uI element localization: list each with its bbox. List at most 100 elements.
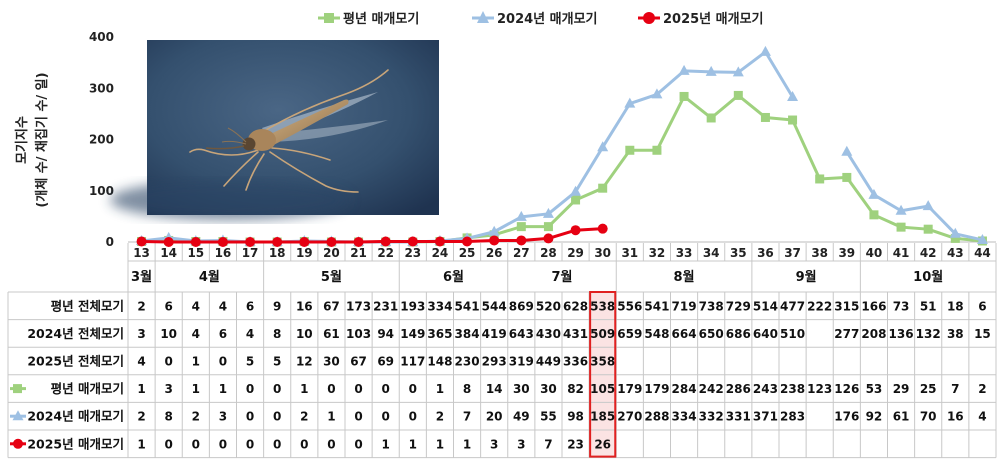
data-point-2024 (515, 210, 527, 221)
table-cell: 61 (323, 327, 340, 341)
table-cell: 686 (726, 327, 751, 341)
table-cell: 548 (644, 327, 669, 341)
week-tick-label: 39 (838, 246, 855, 260)
table-cell: 1 (137, 437, 145, 451)
week-tick-label: 22 (377, 246, 394, 260)
data-point-2025 (407, 236, 418, 247)
table-cell: 176 (834, 410, 859, 424)
table-cell: 49 (513, 410, 530, 424)
table-cell: 117 (400, 355, 425, 369)
table-cell: 15 (974, 327, 991, 341)
table-cell: 94 (377, 327, 394, 341)
table-cell: 556 (617, 299, 642, 313)
table-cell: 0 (354, 382, 362, 396)
table-cell: 449 (536, 355, 561, 369)
data-point-avg (788, 115, 798, 125)
table-cell: 51 (920, 299, 937, 313)
table-cell: 0 (300, 437, 308, 451)
data-point-2025 (380, 236, 391, 247)
table-cell: 55 (540, 410, 557, 424)
week-tick-label: 40 (866, 246, 883, 260)
table-cell: 6 (978, 299, 986, 313)
table-cell: 238 (780, 382, 805, 396)
week-tick-label: 33 (676, 246, 693, 260)
table-cell: 166 (861, 299, 886, 313)
table-cell: 729 (726, 299, 751, 313)
table-cell: 0 (273, 437, 281, 451)
table-cell: 14 (486, 382, 503, 396)
table-cell: 336 (563, 355, 588, 369)
week-tick-label: 24 (432, 246, 449, 260)
table-cell: 1 (436, 437, 444, 451)
month-axis: 3월 4월 5월 6월 7월 8월 9월 10월 (131, 269, 943, 285)
table-cell: 520 (536, 299, 561, 313)
table-cell: 136 (889, 327, 914, 341)
week-tick-label: 44 (974, 246, 991, 260)
table-cell: 231 (373, 299, 398, 313)
row-label: 평년 매개모기 (51, 381, 124, 396)
legend-item-2025: 2025년 매개모기 (638, 12, 764, 27)
series-line (845, 151, 983, 242)
table-cell: 26 (594, 437, 611, 451)
table-cell: 719 (672, 299, 697, 313)
table-cell: 8 (273, 327, 281, 341)
table-cell: 61 (893, 410, 910, 424)
y-tick-label: 200 (89, 133, 114, 147)
table-cell: 0 (273, 382, 281, 396)
week-tick-label: 31 (621, 246, 638, 260)
table-cell: 3 (490, 437, 498, 451)
table-cell: 7 (463, 410, 471, 424)
table-cell: 284 (672, 382, 697, 396)
data-point-avg (842, 172, 852, 182)
row-label: 평년 전체모기 (51, 298, 124, 313)
data-point-2024 (949, 227, 961, 238)
table-cell: 0 (219, 437, 227, 451)
table-cell: 6 (165, 299, 173, 313)
table-cell: 1 (192, 382, 200, 396)
table-cell: 628 (563, 299, 588, 313)
table-cell: 4 (219, 299, 227, 313)
table-cell: 0 (192, 437, 200, 451)
week-tick-label: 38 (811, 246, 828, 260)
table-values: 2 6 4 4 6 9 16 67 173 231 193 334 541 544 869 520 628 538… (137, 299, 990, 451)
table-cell: 179 (644, 382, 669, 396)
table-cell: 277 (834, 327, 859, 341)
data-point-2025 (272, 237, 283, 247)
table-cell: 18 (947, 299, 964, 313)
row-legend-circle (13, 438, 23, 449)
table-cell: 38 (947, 327, 964, 341)
table-cell: 0 (165, 355, 173, 369)
week-tick-label: 15 (187, 246, 204, 260)
table-cell: 0 (219, 355, 227, 369)
week-tick-label: 25 (459, 246, 476, 260)
data-point-2024 (542, 207, 554, 218)
month-label: 8월 (674, 269, 695, 285)
table-cell: 514 (753, 299, 778, 313)
data-point-avg (815, 174, 825, 184)
row-label: 2025년 전체모기 (27, 354, 124, 369)
table-cell: 541 (455, 299, 480, 313)
table-cell: 331 (726, 410, 751, 424)
data-point-avg (896, 222, 906, 232)
table-cell: 0 (354, 437, 362, 451)
data-point-avg (516, 222, 526, 232)
data-point-avg (950, 233, 960, 243)
table-cell: 12 (296, 355, 313, 369)
table-cell: 7 (951, 382, 959, 396)
legend: 평년 매개모기 2024년 매개모기 2025년 매개모기 (318, 11, 764, 27)
data-point-2025 (245, 237, 256, 247)
series-layer (136, 45, 988, 247)
table-cell: 541 (644, 299, 669, 313)
table-cell: 6 (246, 299, 254, 313)
table-cell: 29 (893, 382, 910, 396)
data-point-2025 (543, 233, 554, 244)
table-cell: 126 (834, 382, 859, 396)
week-tick-label: 28 (540, 246, 557, 260)
table-cell: 243 (753, 382, 778, 396)
table-cell: 2 (978, 382, 986, 396)
table-cell: 1 (327, 410, 335, 424)
data-point-2024 (624, 97, 636, 108)
y-tick-label: 0 (106, 235, 114, 249)
table-cell: 334 (427, 299, 452, 313)
table-cell: 2 (192, 410, 200, 424)
